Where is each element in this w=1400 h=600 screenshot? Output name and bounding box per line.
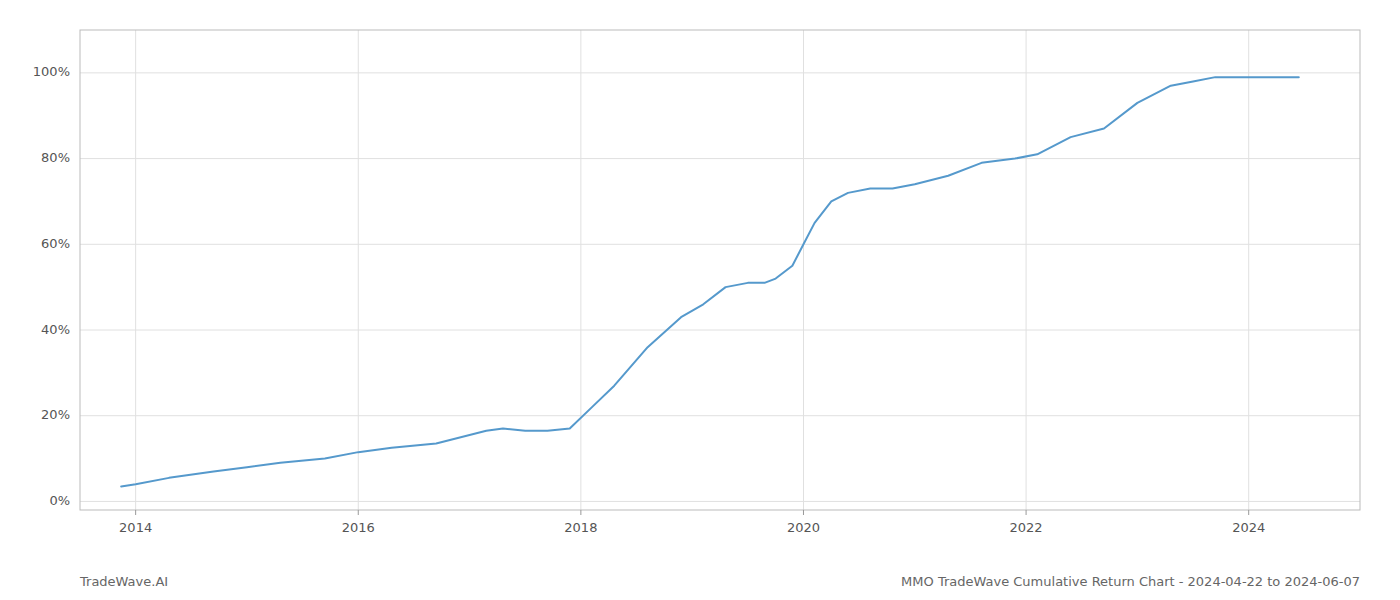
y-tick-label: 20%	[41, 407, 70, 422]
grid	[80, 30, 1360, 510]
x-tick-label: 2022	[1010, 520, 1043, 535]
y-tick-label: 40%	[41, 322, 70, 337]
x-tick-label: 2016	[342, 520, 375, 535]
grid-line-y	[80, 330, 1360, 331]
title: MMO TradeWave Cumulative Return Chart - …	[901, 574, 1360, 589]
x-tick-label: 2018	[564, 520, 597, 535]
x-tick	[358, 510, 359, 515]
x-tick	[1026, 510, 1027, 515]
y-tick-label: 100%	[33, 64, 70, 79]
grid-line-x	[358, 30, 359, 510]
y-tick-label: 60%	[41, 236, 70, 251]
y-tick-label: 0%	[49, 493, 70, 508]
grid-line-x	[1026, 30, 1027, 510]
grid-line-x	[580, 30, 581, 510]
watermark: TradeWave.AI	[79, 574, 168, 589]
grid-line-y	[80, 72, 1360, 73]
grid-line-y	[80, 415, 1360, 416]
x-tick	[803, 510, 804, 515]
grid-line-x	[803, 30, 804, 510]
plot-frame	[80, 30, 1360, 510]
chart-container: 0% 20% 40% 60% 80% 100% 2014 2016 2018 2020 2022 20…	[0, 0, 1400, 600]
x-tick-label: 2014	[119, 520, 152, 535]
x-tick-label: 2020	[787, 520, 820, 535]
plot-area	[121, 77, 1299, 486]
grid-line-y	[80, 244, 1360, 245]
grid-line-x	[135, 30, 136, 510]
grid-line-y	[80, 158, 1360, 159]
x-tick	[1248, 510, 1249, 515]
grid-line-y	[80, 501, 1360, 502]
x-tick	[135, 510, 136, 515]
chart: 0% 20% 40% 60% 80% 100% 2014 2016 2018 2020 2022 20…	[0, 0, 1400, 600]
x-tick	[580, 510, 581, 515]
x-tick-label: 2024	[1232, 520, 1265, 535]
line	[121, 77, 1299, 486]
y-tick-label: 80%	[41, 150, 70, 165]
grid-line-x	[1248, 30, 1249, 510]
